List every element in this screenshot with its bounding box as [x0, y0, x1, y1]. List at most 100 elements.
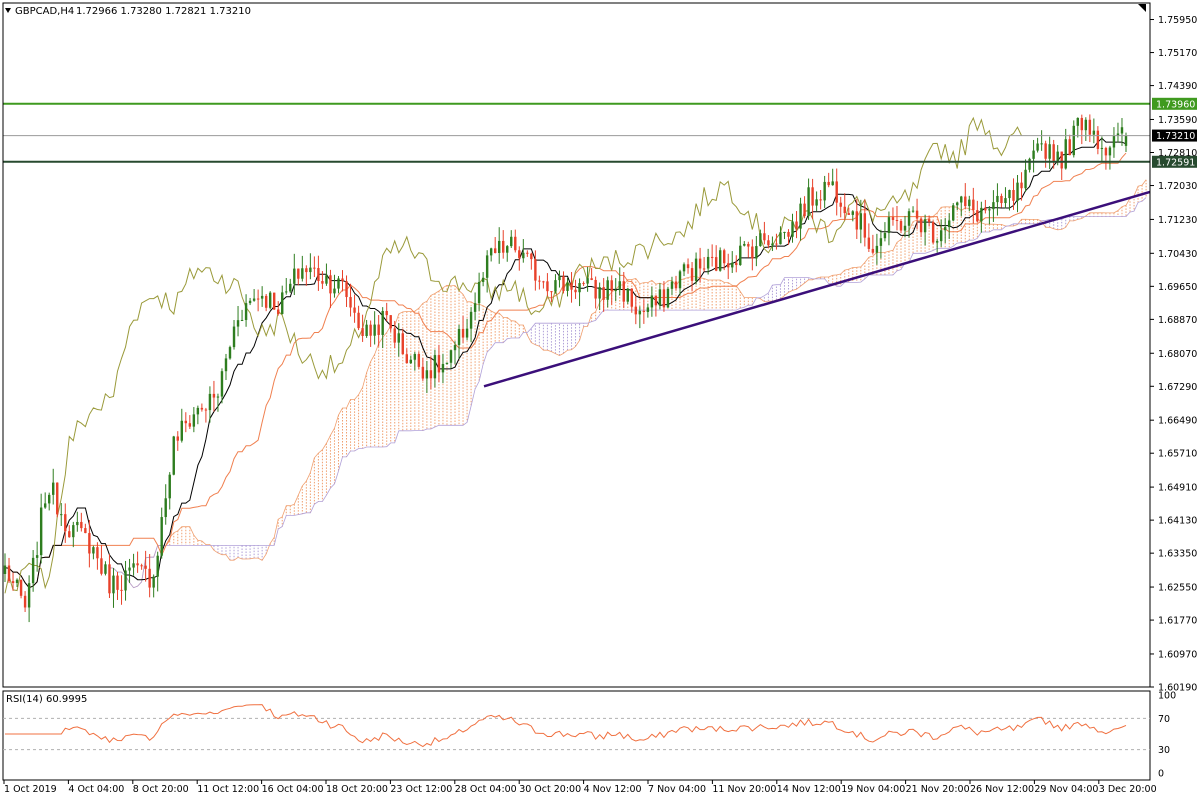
candle — [799, 197, 802, 241]
candle-body — [710, 256, 714, 258]
candle-body — [200, 407, 204, 410]
candle — [156, 551, 159, 592]
candle-body — [1104, 147, 1108, 156]
candle-body — [232, 326, 236, 348]
candle-body — [972, 199, 975, 211]
candle-body — [622, 281, 625, 302]
candle-body — [84, 528, 87, 534]
candle — [518, 246, 521, 271]
candle — [305, 265, 308, 286]
candle-body — [907, 211, 911, 226]
candle — [180, 408, 183, 443]
chevron-down-icon[interactable] — [5, 8, 11, 13]
time-tick-label: 3 Dec 20:00 — [1099, 784, 1157, 795]
price-tick-label: 1.71230 — [1158, 215, 1197, 226]
candle-body — [381, 310, 384, 335]
time-tick-label: 26 Nov 12:00 — [970, 784, 1034, 795]
candle-body — [192, 414, 196, 427]
candle — [60, 503, 63, 527]
candle-body — [1124, 135, 1128, 146]
candle-body — [1020, 182, 1023, 189]
candle — [702, 257, 706, 272]
candle-body — [301, 268, 304, 279]
candle-body — [272, 292, 276, 310]
candle-body — [76, 521, 79, 526]
candle-body — [859, 213, 863, 230]
candle — [819, 189, 822, 210]
candle — [321, 271, 324, 289]
candle-body — [759, 233, 762, 247]
time-tick-label: 4 Nov 12:00 — [584, 784, 642, 795]
candle — [875, 233, 879, 265]
candle-body — [7, 565, 11, 582]
rsi-tick-label: 30 — [1158, 745, 1170, 756]
candle — [47, 492, 51, 511]
candle — [960, 195, 963, 217]
candle — [1112, 127, 1116, 158]
candle — [610, 275, 613, 305]
price-tick-label: 1.72810 — [1158, 148, 1197, 159]
candle-body — [686, 264, 690, 269]
chart-shift-icon[interactable] — [1138, 4, 1146, 12]
candle-body — [457, 328, 461, 346]
candle-body — [321, 281, 324, 284]
candle-body — [590, 278, 593, 280]
candle-body — [281, 292, 284, 314]
candle — [349, 283, 352, 317]
time-tick-label: 11 Oct 12:00 — [197, 784, 259, 795]
uptrend-line[interactable] — [483, 190, 1151, 388]
candle — [260, 286, 264, 307]
candle-body — [795, 221, 798, 229]
candle-body — [285, 291, 288, 293]
candle — [272, 292, 276, 310]
candle-body — [863, 213, 867, 238]
candle — [514, 229, 517, 253]
candle-body — [767, 240, 770, 246]
candle-body — [305, 268, 308, 273]
resistance-price-tag: 1.73960 — [1152, 97, 1197, 110]
candle-body — [108, 564, 111, 594]
candle — [988, 206, 991, 225]
candle — [405, 348, 408, 364]
candle-body — [570, 282, 573, 290]
candle — [11, 572, 15, 591]
candle — [630, 288, 634, 313]
candle-body — [168, 474, 171, 499]
candle-body — [56, 482, 59, 515]
candle — [566, 277, 569, 297]
candle-body — [1096, 130, 1100, 149]
candle — [907, 208, 911, 238]
candle-body — [803, 203, 806, 217]
candle — [148, 554, 151, 598]
candle-body — [373, 324, 376, 336]
candle — [622, 271, 625, 309]
candle — [646, 303, 650, 318]
candle-body — [522, 252, 525, 259]
candle-body — [927, 219, 931, 222]
candle — [469, 307, 473, 343]
candle — [31, 550, 35, 592]
candle-body — [349, 297, 352, 308]
candle — [530, 252, 533, 270]
candle-body — [413, 354, 417, 360]
senkou-span-b-line — [109, 197, 1147, 589]
candle — [84, 523, 87, 534]
candle — [341, 270, 344, 292]
candle — [1100, 136, 1104, 163]
candle-body — [96, 547, 99, 559]
candle-body — [799, 203, 802, 229]
candle — [281, 285, 284, 315]
candle-body — [747, 243, 750, 247]
main-plot-frame — [2, 2, 1151, 688]
rsi-panel: 100 70 30 0 — [3, 691, 1176, 780]
candle — [803, 196, 806, 219]
candle-body — [469, 311, 473, 329]
candle — [670, 276, 674, 296]
tenkan-line — [4, 137, 1127, 589]
candle-body — [35, 555, 39, 558]
candle — [132, 553, 135, 576]
candle — [1052, 139, 1055, 169]
candle-body — [92, 547, 95, 554]
